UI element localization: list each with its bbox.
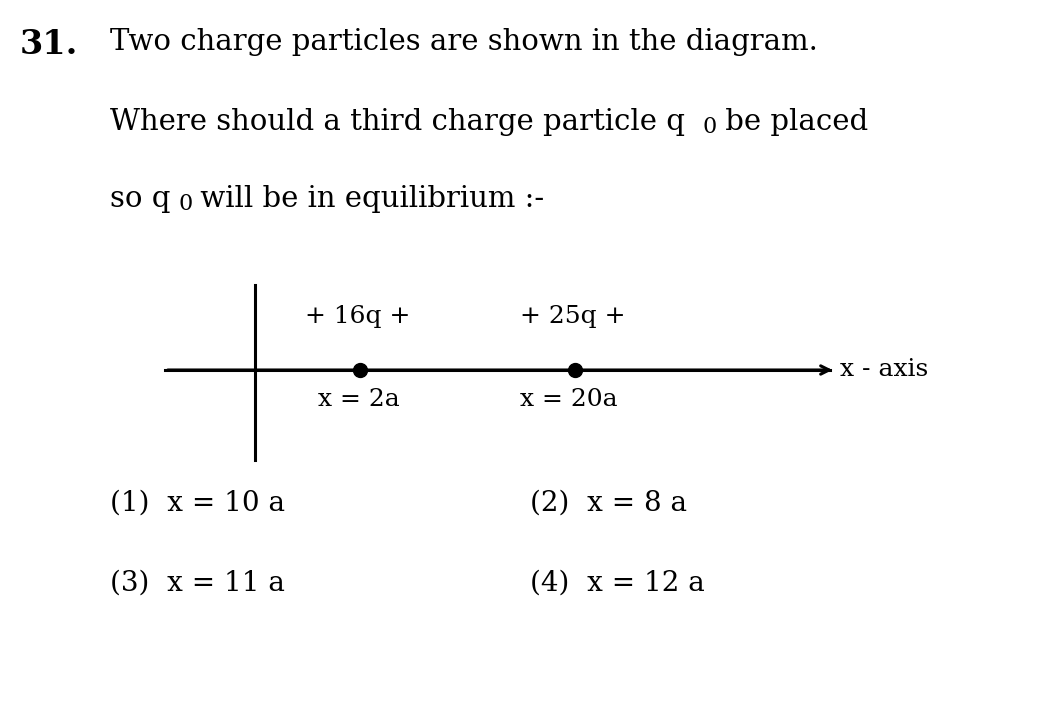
Text: (4)  x = 12 a: (4) x = 12 a — [530, 570, 705, 597]
Text: will be in equilibrium :-: will be in equilibrium :- — [191, 185, 544, 213]
Text: x = 2a: x = 2a — [318, 388, 399, 411]
Text: so q: so q — [110, 185, 170, 213]
Text: 0: 0 — [703, 116, 718, 138]
Text: x - axis: x - axis — [840, 359, 928, 382]
Text: + 16q +: + 16q + — [305, 305, 411, 328]
Text: 0: 0 — [178, 193, 192, 215]
Text: x = 20a: x = 20a — [520, 388, 618, 411]
Text: 31.: 31. — [20, 28, 79, 61]
Text: (1)  x = 10 a: (1) x = 10 a — [110, 490, 285, 517]
Text: be placed: be placed — [716, 108, 868, 136]
Text: + 25q +: + 25q + — [520, 305, 625, 328]
Text: Two charge particles are shown in the diagram.: Two charge particles are shown in the di… — [110, 28, 818, 56]
Text: (3)  x = 11 a: (3) x = 11 a — [110, 570, 285, 597]
Text: (2)  x = 8 a: (2) x = 8 a — [530, 490, 686, 517]
Text: Where should a third charge particle q: Where should a third charge particle q — [110, 108, 685, 136]
